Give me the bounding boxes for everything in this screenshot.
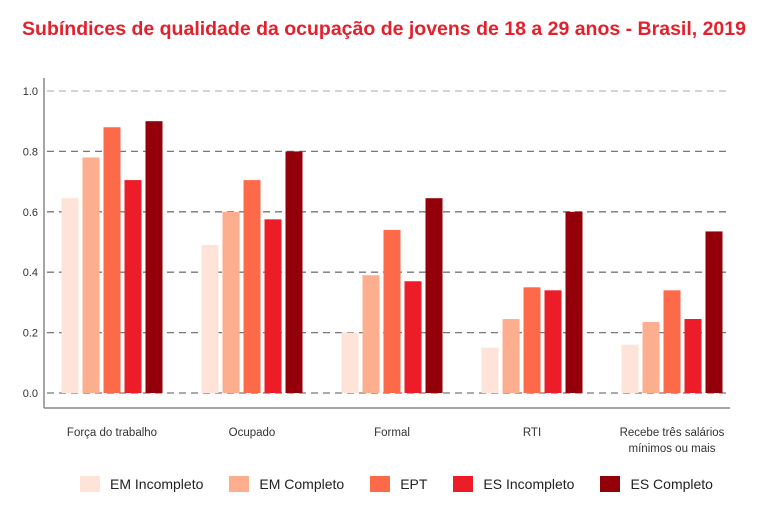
- legend-swatch: [80, 476, 100, 492]
- bar: [222, 211, 240, 393]
- bar: [124, 180, 142, 393]
- legend-swatch: [453, 476, 474, 492]
- bar: [145, 121, 163, 393]
- bar: [264, 219, 282, 393]
- bar: [404, 281, 422, 393]
- legend-swatch: [370, 476, 391, 492]
- x-tick-label: Ocupado: [229, 427, 276, 439]
- x-tick-label: Força do trabalho: [67, 427, 157, 439]
- x-tick-label: Formal: [374, 427, 410, 439]
- legend-item: EM Completo: [229, 476, 344, 492]
- bar: [481, 347, 499, 393]
- bar: [82, 157, 100, 393]
- legend-item: EM Incompleto: [80, 476, 203, 492]
- bar: [201, 245, 219, 393]
- bar: [565, 211, 583, 393]
- y-tick-label: 0.4: [23, 267, 38, 279]
- bar: [383, 229, 401, 393]
- bar: [285, 151, 303, 393]
- legend-label: ES Completo: [630, 476, 713, 492]
- legend-label: EM Incompleto: [110, 476, 204, 492]
- x-tick-label: Recebe três salários: [620, 427, 725, 439]
- x-tick-label: RTI: [523, 427, 541, 439]
- legend: EM Incompleto EM Completo EPT ES Incompleto…: [80, 476, 739, 492]
- bar: [544, 290, 562, 393]
- bar: [621, 344, 639, 393]
- y-tick-label: 1.0: [23, 86, 38, 98]
- y-tick-label: 0.6: [23, 207, 38, 219]
- bar: [502, 319, 520, 393]
- legend-item: EPT: [370, 476, 427, 492]
- bar: [684, 319, 702, 393]
- x-tick-label: mínimos ou mais: [629, 443, 716, 455]
- bar: [243, 180, 261, 393]
- legend-swatch: [600, 476, 621, 492]
- legend-swatch: [229, 476, 250, 492]
- bar: [341, 332, 359, 393]
- bar: [425, 198, 443, 393]
- legend-item: ES Incompleto: [453, 476, 574, 492]
- y-tick-label: 0.0: [23, 388, 38, 400]
- legend-label: EM Completo: [259, 476, 345, 492]
- bar: [362, 275, 380, 393]
- bar: [103, 127, 121, 394]
- bar: [705, 231, 723, 393]
- legend-item: ES Completo: [600, 476, 713, 492]
- bar: [642, 322, 660, 393]
- y-tick-label: 0.2: [23, 328, 38, 340]
- legend-label: ES Incompleto: [483, 476, 575, 492]
- bar: [663, 290, 681, 393]
- chart-title: Subíndices de qualidade da ocupação de j…: [22, 18, 746, 40]
- y-tick-label: 0.8: [23, 146, 38, 158]
- bar: [61, 198, 79, 393]
- legend-label: EPT: [400, 476, 428, 492]
- bar: [523, 287, 541, 393]
